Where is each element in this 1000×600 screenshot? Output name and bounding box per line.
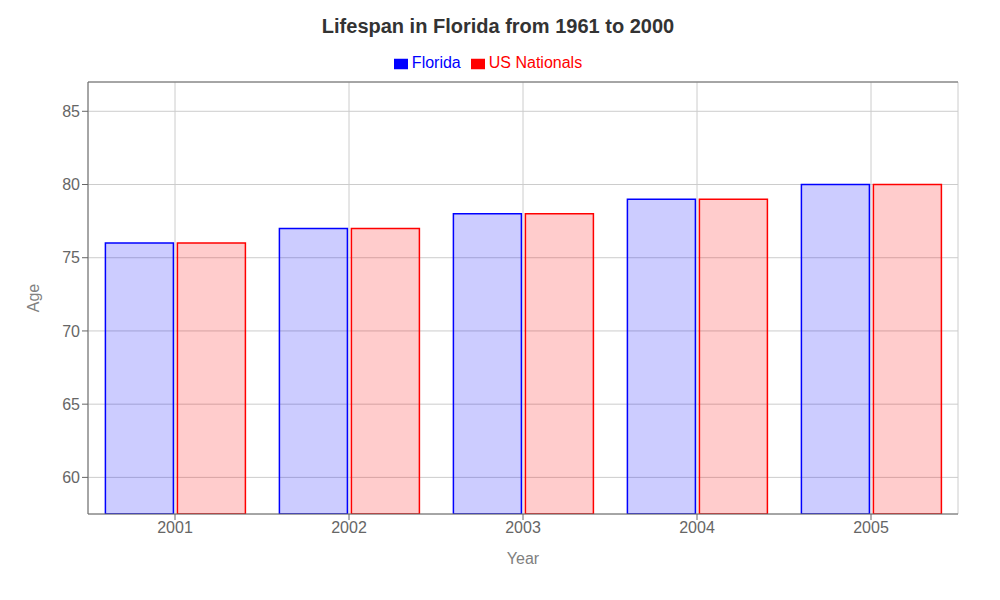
html-text:US Nationals: US Nationals xyxy=(488,54,583,71)
html-text:Lifespan in Florida from 1961: Lifespan in Florida from 1961 to 2000 xyxy=(321,15,675,37)
svg-text:2004: 2004 xyxy=(679,519,715,536)
svg-text:Age: Age xyxy=(25,284,42,313)
svg-text:2001: 2001 xyxy=(157,519,193,536)
svg-text:75: 75 xyxy=(62,249,80,266)
svg-text:65: 65 xyxy=(62,396,80,413)
svg-text:2005: 2005 xyxy=(853,519,889,536)
svg-text:60: 60 xyxy=(62,469,80,486)
svg-text:80: 80 xyxy=(62,176,80,193)
html-text:Florida: Florida xyxy=(411,54,461,71)
svg-text:2003: 2003 xyxy=(505,519,541,536)
svg-text:2002: 2002 xyxy=(331,519,367,536)
svg-text:Year: Year xyxy=(507,550,540,567)
svg-text:85: 85 xyxy=(62,103,80,120)
svg-text:70: 70 xyxy=(62,323,80,340)
